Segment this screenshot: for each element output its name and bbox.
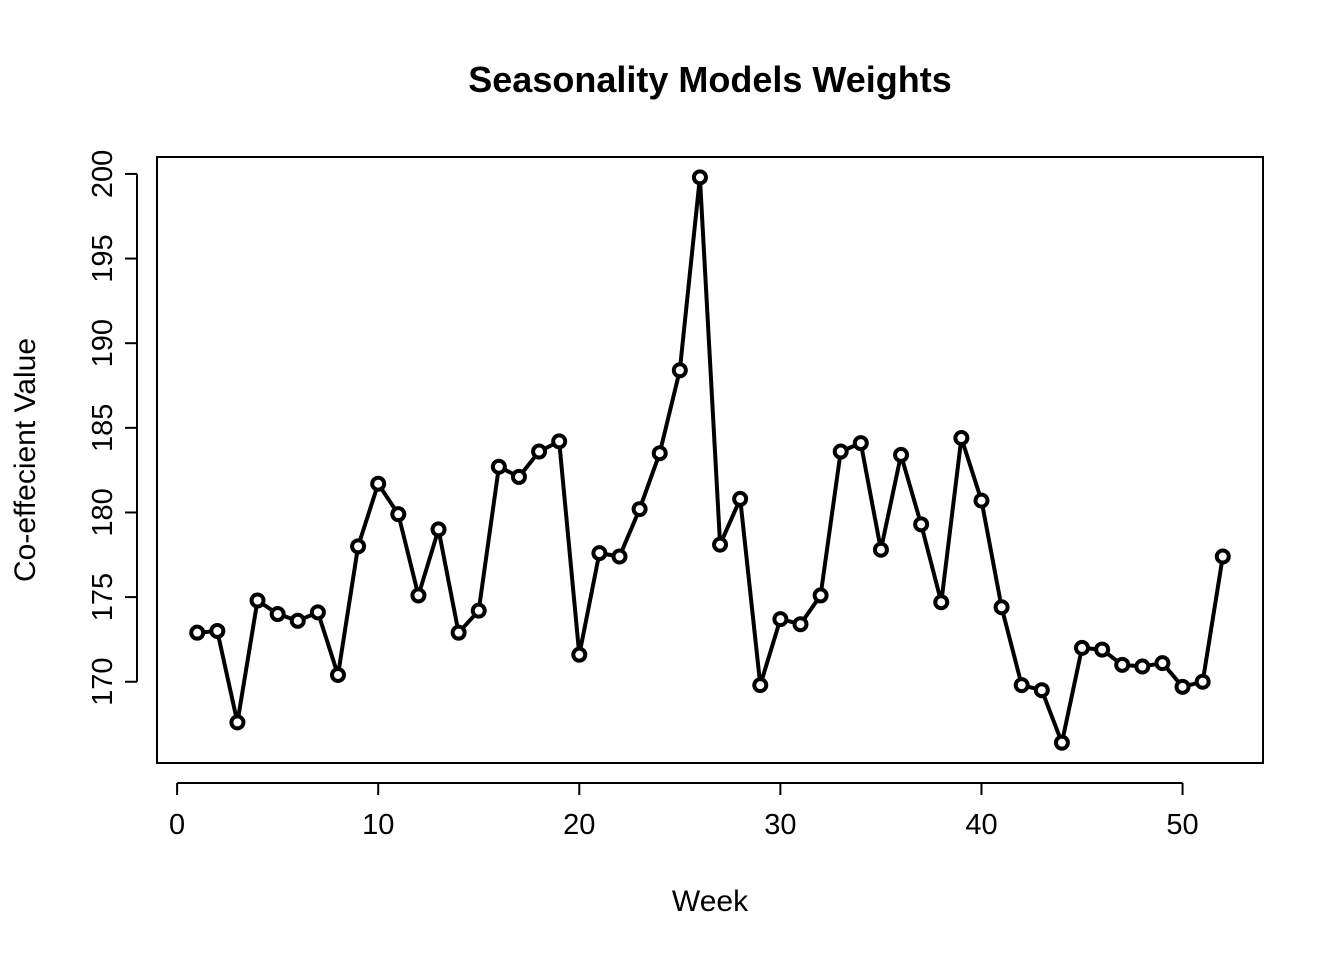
chart-title: Seasonality Models Weights (468, 59, 951, 100)
data-point (953, 429, 970, 446)
y-tick-label: 185 (87, 404, 119, 452)
data-point (1094, 641, 1111, 658)
x-tick-label: 10 (362, 809, 394, 841)
plot-area-frame (156, 156, 1264, 764)
data-point (189, 624, 206, 641)
x-tick-label: 0 (169, 809, 185, 841)
data-point (671, 362, 688, 379)
data-point (893, 446, 910, 463)
data-point (510, 468, 527, 485)
data-point (1033, 682, 1050, 699)
data-point (249, 592, 266, 609)
data-point (591, 545, 608, 562)
y-axis-label: Co-effecient Value (9, 338, 42, 582)
data-point (410, 587, 427, 604)
data-point (832, 443, 849, 460)
data-point (1134, 658, 1151, 675)
data-point (1174, 678, 1191, 695)
data-point (329, 666, 346, 683)
data-point (691, 169, 708, 186)
data-point (289, 612, 306, 629)
data-point (1214, 548, 1231, 565)
data-point (370, 475, 387, 492)
data-point (1154, 655, 1171, 672)
data-point (792, 616, 809, 633)
data-series (189, 169, 1231, 751)
x-axis: 0 10 20 30 40 50 (169, 782, 1199, 841)
data-point (732, 490, 749, 507)
data-point (309, 604, 326, 621)
data-point (350, 538, 367, 555)
data-point (973, 492, 990, 509)
y-tick-label: 190 (87, 319, 119, 367)
data-point (913, 516, 930, 533)
data-point (551, 433, 568, 450)
data-point (1053, 734, 1070, 751)
data-point (872, 541, 889, 558)
data-point (1194, 673, 1211, 690)
data-point (752, 677, 769, 694)
data-point (209, 622, 226, 639)
y-tick-label: 200 (87, 150, 119, 198)
x-tick-label: 50 (1166, 809, 1198, 841)
y-axis: 170 175 180 185 190 195 200 (87, 150, 138, 706)
y-tick-label: 180 (87, 488, 119, 536)
data-point (631, 501, 648, 518)
y-tick-label: 175 (87, 573, 119, 621)
x-tick-label: 20 (563, 809, 595, 841)
x-tick-label: 40 (965, 809, 997, 841)
y-tick-label: 170 (87, 658, 119, 706)
data-point (390, 506, 407, 523)
data-point (651, 445, 668, 462)
x-axis-label: Week (672, 885, 749, 918)
data-point (1114, 656, 1131, 673)
data-point (712, 536, 729, 553)
y-tick-label: 195 (87, 234, 119, 282)
data-point (993, 599, 1010, 616)
data-point (1074, 639, 1091, 656)
data-point (229, 714, 246, 731)
series-line (197, 175, 1225, 745)
data-point (772, 611, 789, 628)
data-point (470, 602, 487, 619)
data-point (571, 646, 588, 663)
data-point (450, 624, 467, 641)
data-point (933, 594, 950, 611)
data-point (490, 458, 507, 475)
data-point (269, 606, 286, 623)
x-tick-label: 30 (764, 809, 796, 841)
data-point (531, 443, 548, 460)
data-point (812, 587, 829, 604)
data-point (611, 548, 628, 565)
data-point (430, 521, 447, 538)
data-point (852, 435, 869, 452)
data-point (1013, 677, 1030, 694)
